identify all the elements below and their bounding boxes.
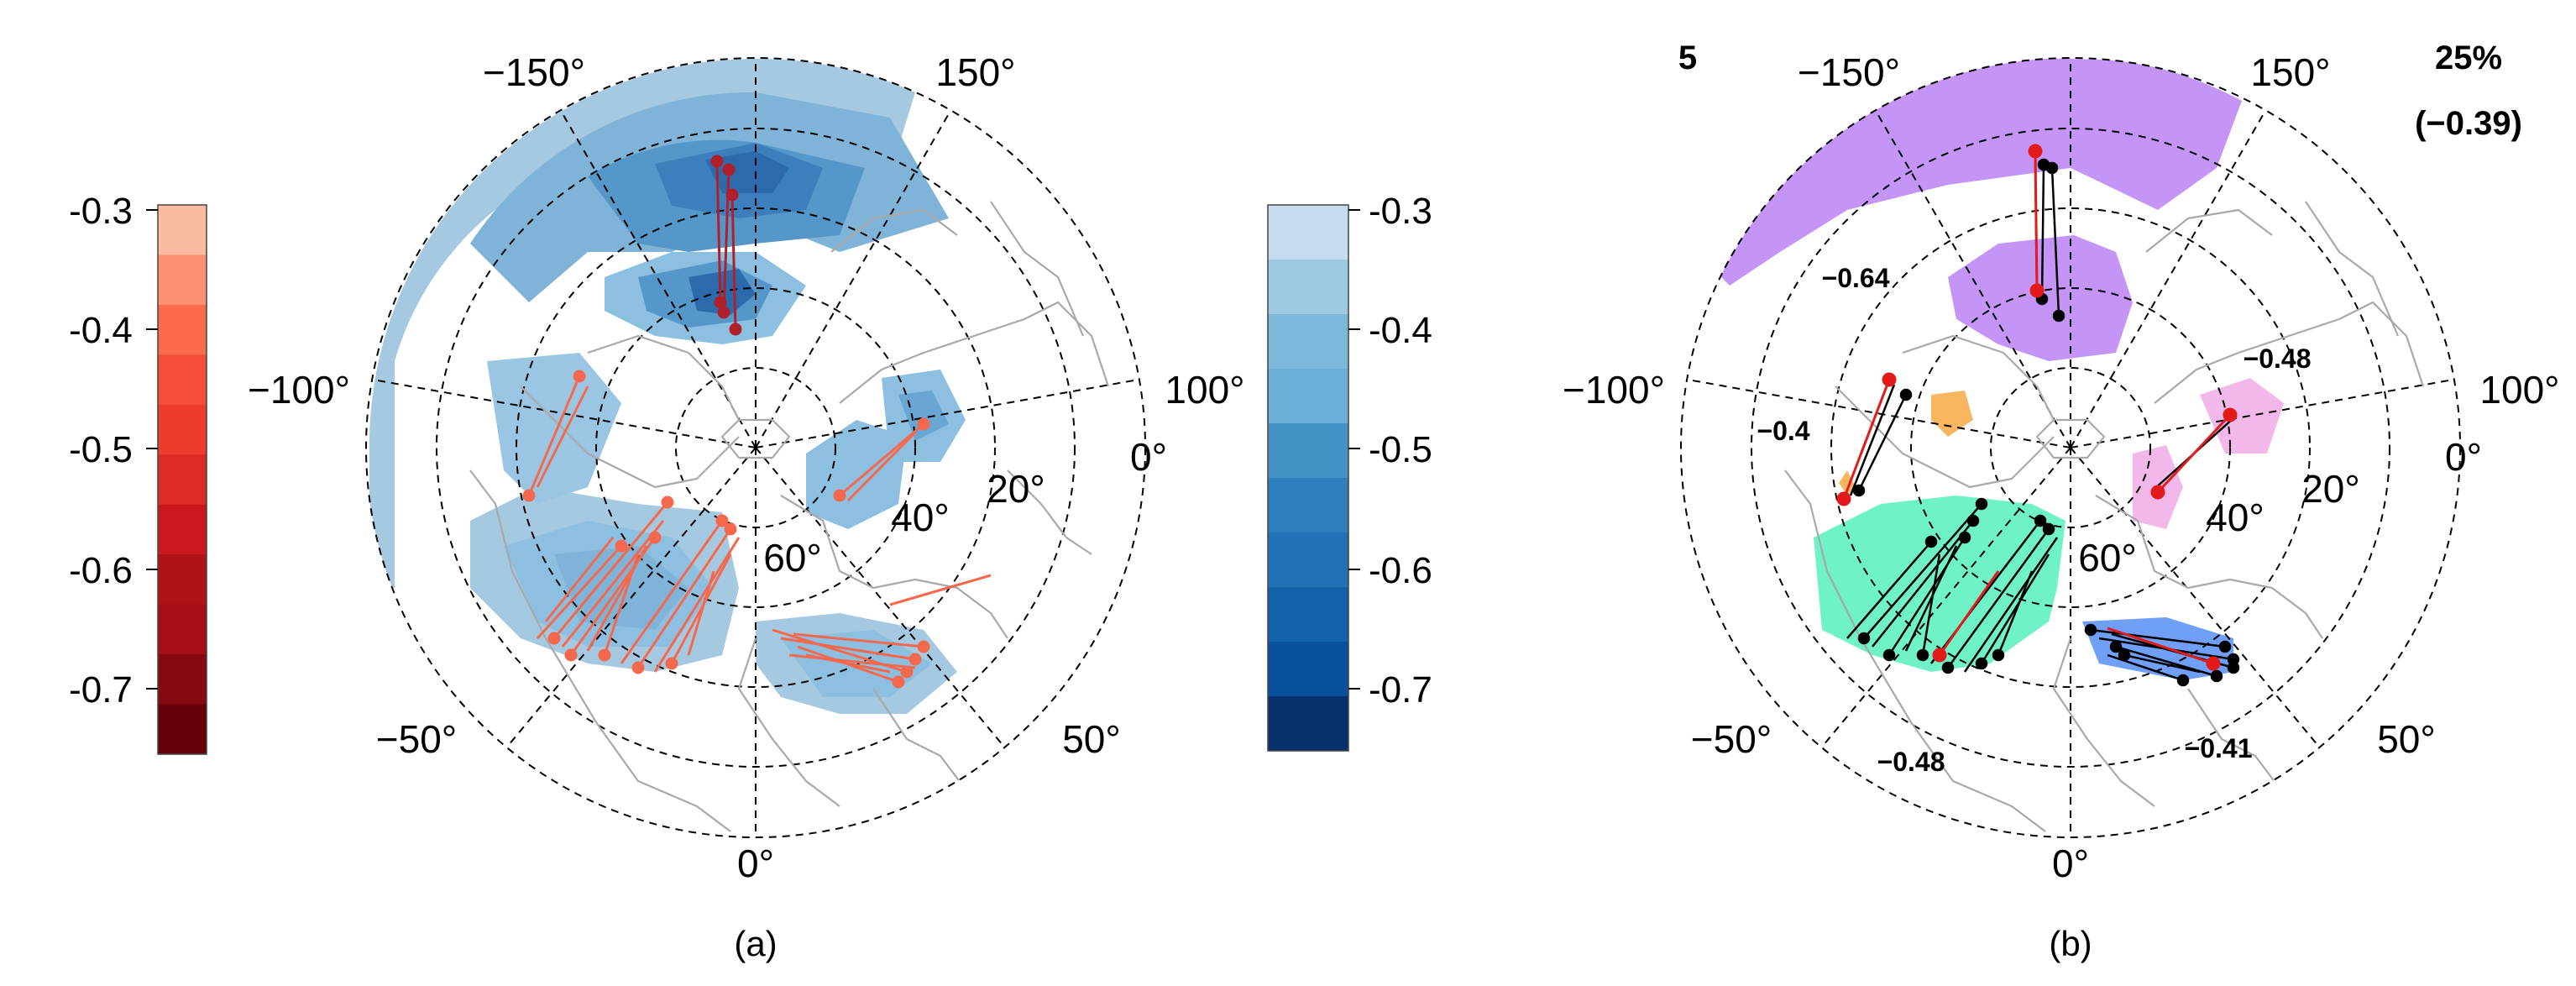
cluster-purple (1713, 58, 2242, 361)
colorbar-swatch (1268, 532, 1348, 588)
colorbar-swatch (158, 504, 207, 555)
cluster-correlation-labels: −0.64 −0.48 −0.4 −0.48 −0.41 (1757, 263, 2311, 777)
lat-label: 40° (2206, 496, 2264, 539)
cluster-corr-label: −0.48 (2244, 344, 2312, 374)
percent-label: 25% (2435, 39, 2502, 76)
colorbar-red: -0.3 -0.4 -0.5 -0.6 -0.7 (69, 191, 207, 755)
colorbar-blue-swatches (1268, 205, 1348, 752)
colorbar-swatch (158, 354, 207, 406)
lon-label: −100° (1563, 368, 1665, 412)
lon-label: −50° (376, 717, 457, 761)
colorbar-blue-tick: -0.4 (1369, 310, 1432, 351)
colorbar-swatch (1268, 423, 1348, 479)
lat-label: 40° (891, 496, 950, 539)
connections-a (522, 155, 992, 689)
colorbar-swatch (158, 254, 207, 306)
lat-label: 60° (763, 536, 822, 580)
colorbar-blue-tick: -0.5 (1369, 429, 1432, 470)
colorbar-blue-tick: -0.3 (1369, 191, 1432, 232)
colorbar-blue-tick: -0.7 (1369, 669, 1432, 711)
colorbar-swatch (1268, 587, 1348, 642)
colorbar-swatch (158, 704, 207, 755)
lon-label: 100° (1165, 368, 1244, 412)
lon-label: −150° (1798, 50, 1900, 94)
colorbar-red-ticks: -0.3 -0.4 -0.5 -0.6 -0.7 (69, 191, 158, 711)
lon-label: 0° (737, 842, 774, 885)
colorbar-red-tick: -0.4 (69, 310, 133, 351)
colorbar-swatch (1268, 205, 1348, 260)
lon-label: −150° (483, 50, 585, 94)
colorbar-red-tick: -0.5 (69, 429, 133, 470)
lat-label: 20° (987, 467, 1045, 511)
colorbar-blue-tick: -0.6 (1369, 550, 1432, 591)
lon-label: −100° (248, 368, 350, 412)
caption-b: (b) (2049, 924, 2092, 963)
colorbar-swatch (158, 604, 207, 655)
lon-label: 0° (1130, 435, 1167, 479)
caption-a: (a) (734, 924, 777, 963)
cluster-corr-label: −0.4 (1757, 416, 1809, 446)
cluster-corr-label: −0.48 (1877, 747, 1945, 777)
colorbar-red-swatches (158, 205, 207, 755)
colorbar-red-tick: -0.7 (69, 669, 133, 711)
graticule-b (1687, 59, 2454, 837)
blue-region-asia (806, 370, 966, 529)
degree-labels-a: −150° 150° −100° 100° 0° −50° 50° 0° 20°… (248, 50, 1245, 885)
colorbar-swatch (1268, 696, 1348, 752)
cluster-count: 5 (1678, 39, 1697, 76)
lon-label: 150° (935, 50, 1015, 94)
colorbar-swatch (1268, 260, 1348, 315)
panel-b: −150° 150° −100° 100° 0° −50° 50° 0° 20°… (1563, 39, 2560, 963)
colorbar-blue-ticks: -0.3 -0.4 -0.5 -0.6 -0.7 (1348, 191, 1432, 711)
lon-label: 100° (2479, 368, 2559, 412)
coastlines-b (1784, 201, 2425, 832)
connections-b (1846, 158, 2240, 687)
degree-labels-b: −150° 150° −100° 100° 0° −50° 50° 0° 20°… (1563, 50, 2560, 885)
mean-correlation-label: (−0.39) (2415, 105, 2522, 142)
colorbar-swatch (158, 654, 207, 705)
colorbar-swatch (158, 304, 207, 355)
colorbar-red-tick: -0.6 (69, 550, 133, 591)
colorbar-swatch (1268, 314, 1348, 370)
polar-map-b (1687, 58, 2454, 837)
outer-circle-a (365, 57, 1146, 838)
colorbar-swatch (1268, 478, 1348, 533)
cluster-orange (1839, 391, 1973, 496)
lat-label: 20° (2301, 467, 2360, 511)
lon-label: 50° (2377, 717, 2436, 761)
colorbar-red-tick: -0.3 (69, 191, 133, 232)
lat-label: 60° (2078, 536, 2137, 580)
polar-map-a (369, 58, 1139, 837)
lon-label: 50° (1062, 717, 1121, 761)
colorbar-swatch (158, 404, 207, 455)
colorbar-swatch (1268, 642, 1348, 697)
outer-circle-b (1680, 57, 2461, 838)
lon-label: 0° (2052, 842, 2089, 885)
colorbar-swatch (158, 454, 207, 506)
lon-label: 0° (2445, 435, 2482, 479)
panel-a: -0.3 -0.4 -0.5 -0.6 -0.7 -0.3 -0.4 -0.5 … (69, 50, 1432, 963)
representative-links-b (1836, 144, 2238, 671)
colorbar-swatch (1268, 369, 1348, 424)
lon-label: 150° (2250, 50, 2330, 94)
colorbar-swatch (158, 554, 207, 606)
lon-label: −50° (1691, 717, 1772, 761)
cluster-corr-label: −0.64 (1822, 263, 1890, 293)
cluster-corr-label: −0.41 (2185, 733, 2253, 763)
colorbar-swatch (158, 205, 207, 255)
blue-region-europe (756, 613, 957, 714)
colorbar-blue: -0.3 -0.4 -0.5 -0.6 -0.7 (1267, 191, 1432, 752)
